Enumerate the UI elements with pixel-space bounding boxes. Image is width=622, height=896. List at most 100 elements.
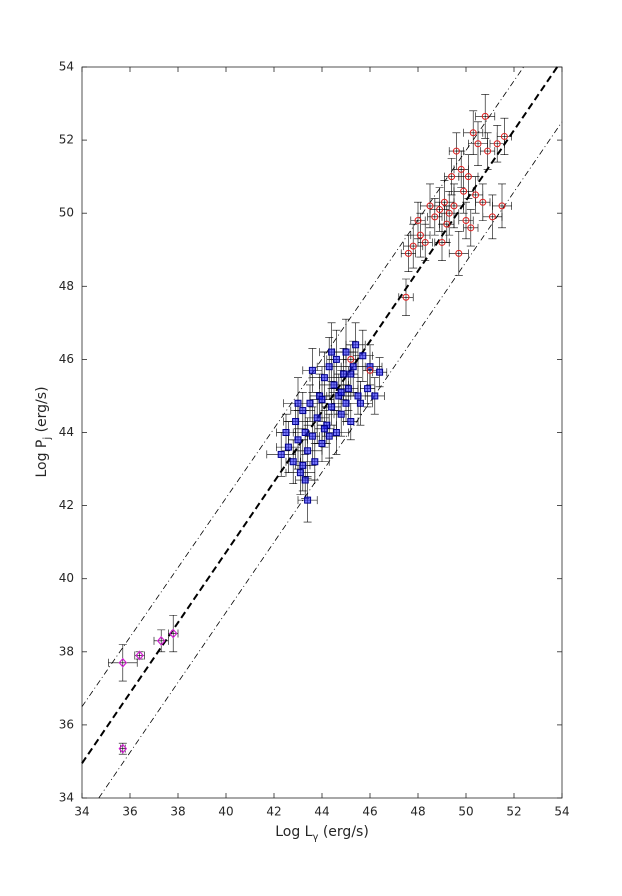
x-error-bar (410, 216, 426, 225)
y-tick-label: 34 (59, 791, 74, 805)
point (402, 293, 410, 301)
point (460, 187, 468, 195)
y-tick-label: 36 (59, 717, 74, 731)
point (469, 129, 477, 137)
point (318, 439, 326, 447)
point (474, 140, 482, 148)
point (344, 385, 352, 393)
point (443, 220, 451, 228)
x-tick-label: 46 (362, 805, 377, 819)
x-error-bar (153, 636, 169, 645)
point (299, 461, 307, 469)
x-label-unit: (erg/s) (318, 824, 368, 840)
point (337, 410, 345, 418)
point (301, 429, 309, 436)
point (438, 238, 446, 246)
point (498, 202, 506, 210)
point (436, 206, 444, 214)
point (347, 418, 355, 426)
point (118, 657, 128, 668)
point (366, 363, 374, 371)
point (135, 650, 144, 661)
point (479, 198, 487, 206)
point (354, 392, 362, 400)
point (282, 429, 290, 436)
x-tick-label: 52 (506, 805, 521, 819)
point (455, 249, 463, 257)
point (340, 370, 348, 378)
point (452, 147, 460, 155)
y-tick-label: 42 (59, 498, 74, 512)
point (421, 238, 429, 246)
point (472, 191, 480, 199)
x-error-bar (417, 238, 433, 247)
y-tick-label: 38 (59, 644, 74, 658)
point (404, 249, 412, 257)
point (313, 414, 321, 422)
x-error-bar (343, 355, 359, 364)
x-error-bar (463, 128, 484, 137)
y-tick-label: 50 (59, 206, 74, 220)
point (462, 217, 470, 225)
point (347, 355, 355, 363)
x-error-bar (463, 223, 479, 232)
x-tick-label: 36 (122, 805, 137, 819)
y-label-text: Log P (34, 440, 50, 478)
point (349, 363, 357, 371)
point (364, 385, 372, 393)
point (448, 173, 456, 181)
point (284, 443, 292, 451)
point (431, 213, 439, 221)
point (304, 447, 312, 455)
y-axis-label: Log Pj (erg/s) (34, 386, 53, 477)
point (325, 432, 333, 440)
point (493, 140, 501, 148)
x-error-bar (120, 744, 126, 753)
x-error-bar (410, 231, 431, 240)
point (347, 370, 355, 378)
point (304, 496, 312, 504)
x-error-bar (439, 209, 460, 218)
point (311, 458, 319, 466)
x-tick-label: 44 (314, 805, 329, 819)
point (356, 399, 364, 407)
x-tick-label: 54 (554, 805, 569, 819)
point (450, 202, 458, 210)
point (467, 224, 475, 232)
point (294, 436, 302, 444)
x-error-bar (475, 198, 491, 207)
point (299, 407, 307, 415)
point (156, 635, 166, 646)
point (409, 242, 417, 250)
point (292, 418, 300, 426)
point (366, 366, 374, 374)
point (481, 112, 489, 120)
point (457, 165, 465, 173)
x-error-bar (480, 147, 496, 156)
point (294, 399, 302, 407)
point (352, 341, 360, 349)
point (320, 425, 328, 433)
point (320, 374, 328, 382)
point (306, 399, 314, 407)
point (445, 209, 453, 217)
point (118, 743, 128, 754)
point (342, 348, 350, 356)
x-tick-label: 42 (266, 805, 281, 819)
point (484, 147, 492, 155)
x-error-bar (475, 112, 496, 121)
point (332, 355, 340, 363)
x-tick-label: 38 (170, 805, 185, 819)
y-label-sub: j (42, 437, 53, 441)
x-label-text: Log L (275, 824, 312, 840)
x-error-bar (496, 132, 512, 141)
point (325, 363, 333, 371)
point (289, 458, 297, 466)
point (318, 396, 326, 404)
y-tick-label: 44 (59, 425, 74, 439)
y-tick-label: 52 (59, 133, 74, 147)
point (359, 352, 367, 360)
point (342, 399, 350, 407)
x-error-bar (492, 201, 512, 210)
